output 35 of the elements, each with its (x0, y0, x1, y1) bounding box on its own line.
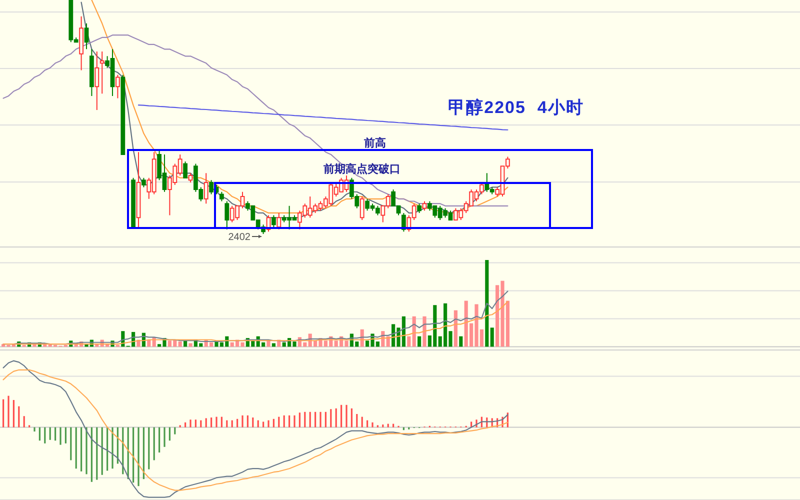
candlestick (188, 172, 193, 184)
candlestick (209, 180, 214, 195)
candlestick (131, 177, 136, 228)
bar (422, 316, 426, 347)
bar (188, 343, 192, 347)
candlestick (94, 50, 100, 110)
bar (459, 336, 463, 347)
bar (407, 336, 411, 347)
bar (454, 310, 458, 347)
candlestick (360, 196, 364, 220)
bar (485, 260, 489, 347)
candlestick (90, 48, 94, 96)
candlestick (136, 152, 141, 228)
candlestick (422, 200, 427, 212)
annotation: 前高 (363, 136, 386, 150)
candlestick (100, 50, 104, 94)
candlestick (84, 22, 89, 50)
bar (490, 328, 494, 347)
candlestick (204, 172, 208, 204)
candlestick (220, 191, 224, 202)
bar (272, 343, 276, 347)
candlestick (276, 212, 282, 230)
candlestick (120, 74, 126, 155)
candlestick (417, 203, 422, 214)
text: 甲醇2205 4小时 (448, 98, 584, 117)
candlestick (142, 177, 146, 188)
annotation: 2402 (228, 232, 251, 243)
candlestick (272, 214, 276, 228)
candlestick (224, 200, 230, 230)
bar (178, 342, 182, 347)
candlestick (183, 160, 188, 178)
annotation: 前期高点突破口 (322, 162, 400, 176)
candlestick (79, 16, 84, 71)
candlestick (116, 74, 120, 99)
bar (418, 336, 422, 347)
